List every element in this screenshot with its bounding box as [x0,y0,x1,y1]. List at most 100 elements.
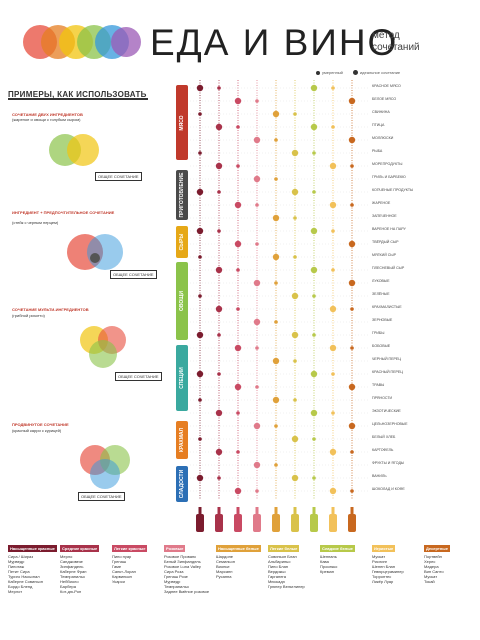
food-row-label: ТВЁРДЫЙ СЫР [372,240,399,244]
examples-heading-label: ПРИМЕРЫ, КАК ИСПОЛЬЗОВАТЬ [8,90,147,99]
wine-type-column: Сладкие белые Шенпань Кава Просекко Креман [320,545,370,574]
pairing-dot [291,149,299,157]
wine-variety: Мускат [372,554,386,559]
wine-variety: Рислинг [372,559,388,564]
wine-variety: Пино Блан [268,564,289,569]
wine-variety: Русанна [216,574,232,579]
pairing-dot [253,175,261,183]
food-row-label: МОЛЛЮСКИ [372,136,394,140]
subtitle-line1: метод [372,30,400,41]
subtitle-line2: сочетаний [372,42,420,53]
pairing-dot [331,125,335,129]
category-bar: СЛАДОСТИ [176,466,188,502]
pairing-dot [198,151,202,155]
food-row-label: ТРАВЫ [372,383,385,387]
food-row-label: ГРИБЫ [372,331,385,335]
legend-big: идеальное сочетание [352,70,401,76]
pairing-dot [274,177,278,181]
pairing-dot [215,448,223,456]
pairing-dot [291,292,299,300]
pairing-dot [312,437,316,441]
pairing-dot [310,84,318,92]
pairing-dot [329,344,337,352]
wine-type-column: Розовые Розовое Прованс Белый Зинфандель Ро… [164,545,214,594]
pairing-dot [274,281,278,285]
wine-variety: Барбера [60,584,76,589]
pairing-dot [253,318,261,326]
food-row-label: БЕЛЫЙ ХЛЕБ [372,435,396,439]
wine-variety: Зинфандель [60,564,84,569]
legend-small-label: умеренный [322,70,343,75]
wine-variety: Карвиньян [112,574,132,579]
wine-variety: Каберне Совиньон [8,579,43,584]
pairing-dot [350,203,354,207]
ex1-sub: (жареное и овощи с голубым сыром) [12,117,81,122]
food-row-label: БОБОВЫЕ [372,344,391,348]
wine-bottle-icon [272,507,280,532]
ex3-title: СОЧЕТАНИЕ МУЛЬТИ-ИНГРЕДИЕНТОВ [12,307,89,312]
pairing-dot [312,476,316,480]
wine-variety: Укарси [112,579,125,584]
pairing-dot [274,320,278,324]
wine-type-column: Насыщенные красные Сира / Шираз Мурведр Пин… [8,545,58,594]
wine-type-heading: Розовые [164,545,186,552]
pairing-dot [348,383,356,391]
wine-variety: Гаме [112,564,122,569]
pairing-dot [350,346,354,350]
venn-diagram-2 [67,234,123,270]
category-label: СЫРЫ [179,233,185,251]
pairing-dot [329,487,337,495]
wine-bottles [196,507,356,532]
logo-circles [23,25,141,59]
food-row-label: ЗАПЕЧЕННОЕ [372,214,397,218]
wine-variety: Грюнер Вельтлинер [268,584,305,589]
wine-variety: Сира Роза [164,569,184,574]
food-row-label: ПЛЕСНЕВЫЙ СЫР [372,266,405,270]
category-bar: СЫРЫ [176,226,188,258]
category-label: ПРИГОТОВЛЕНИЕ [179,172,185,218]
pairing-dot [236,450,240,454]
pairing-dot [348,97,356,105]
wine-variety: Туриго Насьонал [8,574,40,579]
wine-variety: Гарганега [268,574,287,579]
legend-big-label: идеальное сочетание [359,70,401,75]
wine-variety: Мадера [424,564,439,569]
category-label: СЛАДОСТИ [179,469,185,499]
pairing-dot [348,422,356,430]
wine-variety: Шардоне [216,554,234,559]
pairing-dot [236,307,240,311]
category-bar: МЯСО [176,85,188,160]
food-row-label: ВАРЕНОЕ НА ПАРУ [372,227,406,231]
wine-variety: Торронтес [372,574,392,579]
food-row-label: ШОКОЛАД И КОФЕ [372,487,405,491]
wine-variety: Пино нуар [112,554,132,559]
food-row-label: ЖАРЕНОЕ [372,201,391,205]
wine-variety: Сира / Шираз [8,554,34,559]
pairing-dot [198,255,202,259]
pairing-dot [329,305,337,313]
ex4-box: ОБЩЕЕ СОЧЕТАНИЕ [78,492,125,501]
pairing-dot [255,385,259,389]
category-bar: СПЕЦИИ [176,345,188,411]
pairing-dot [274,138,278,142]
wine-variety: Бордо Бленд [8,584,33,589]
pairing-dot [350,307,354,311]
wine-variety: Креман [320,569,334,574]
wine-type-heading: Средние красные [60,545,100,552]
wine-variety: Кава [320,559,329,564]
food-row-label: ЗЕРНОВЫЕ [372,318,393,322]
pairing-dot [274,424,278,428]
ex4-title: ПРОДВИНУТОЕ СОЧЕТАНИЕ [12,422,69,427]
pairing-dot [291,188,299,196]
wine-variety: Мускат [424,574,438,579]
pairing-dot [272,396,280,404]
wine-type-column: Средние красные Мерло Санджовезе Зинфандель… [60,545,110,594]
pairing-dot [255,242,259,246]
pairing-dot [253,461,261,469]
category-label: СПЕЦИИ [179,367,185,389]
pairing-dot [234,240,242,248]
food-row-label: ГРИЛЬ И БАРБЕКЮ [372,175,406,179]
wine-variety: Каберне Фран [60,569,87,574]
pairing-dot [310,370,318,378]
food-row-label: КРАСНЫЙ ПЕРЕЦ [372,370,403,374]
